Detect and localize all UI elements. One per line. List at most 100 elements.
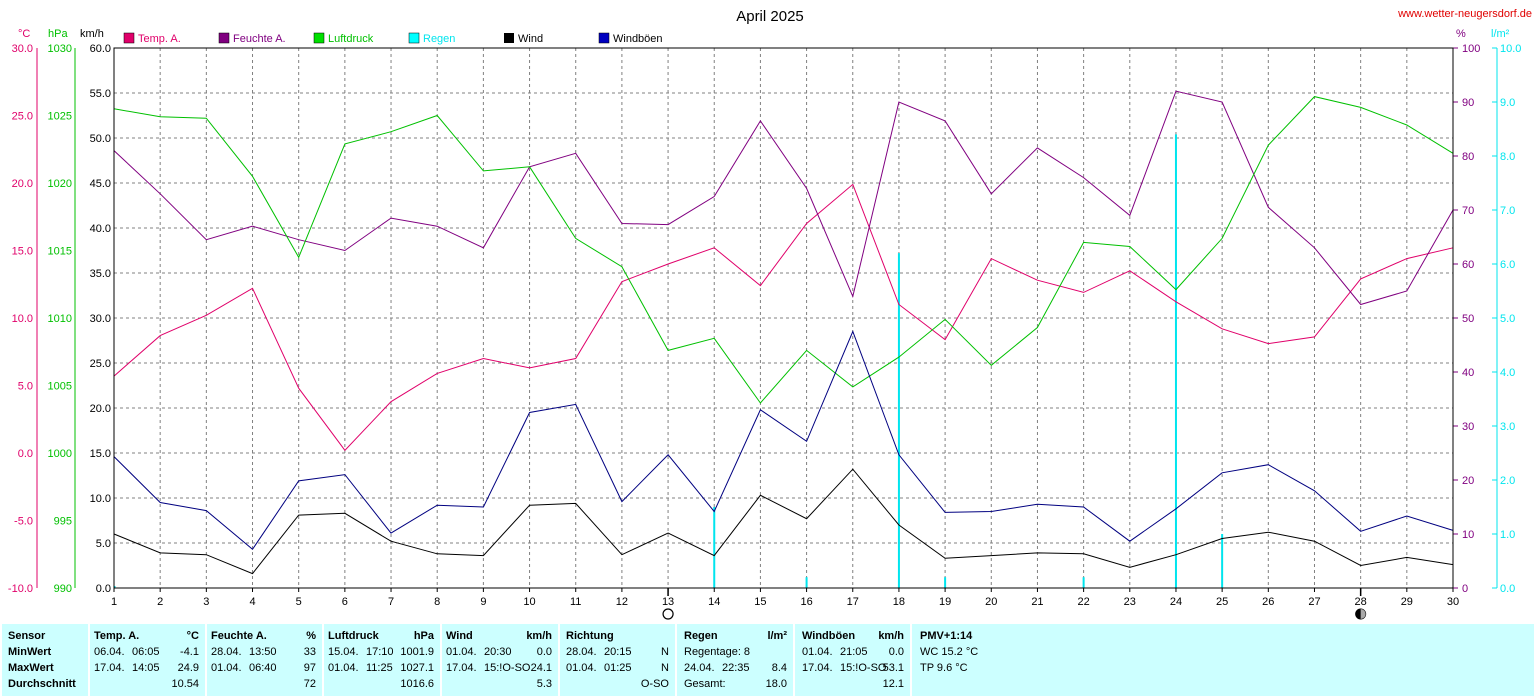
temp-tick-label: -10.0 <box>8 583 33 595</box>
wind-column: Wind km/h 01.04. 20:30 0.0 17.04. 15:!O-… <box>442 624 558 696</box>
pmv-header: PMV+1:14 <box>920 630 973 642</box>
rain-bar <box>1221 534 1224 588</box>
wind-tick-label: 60.0 <box>90 43 111 55</box>
wind-unit: km/h <box>526 630 552 642</box>
wind-max-time: 15:!O-SO <box>484 662 531 674</box>
gusts-max-time: 15:!O-SO <box>840 662 887 674</box>
legend: Temp. A. Feuchte A. Luftdruck Regen Wind… <box>123 32 663 45</box>
legend-label-gusts: Windböen <box>613 33 663 45</box>
wind-tick-label: 10.0 <box>90 493 111 505</box>
pmv-column: PMV+1:14 WC 15.2 °C TP 9.6 °C <box>912 624 1534 696</box>
x-tick-label: 30 <box>1447 596 1459 608</box>
humidity-tick-label: 90 <box>1462 97 1474 109</box>
temp-header: Temp. A. <box>94 630 140 642</box>
x-tick-label: 8 <box>434 596 440 608</box>
legend-label-rain: Regen <box>423 33 455 45</box>
humidity-min-time: 13:50 <box>249 646 277 658</box>
pressure-max-value: 1027.1 <box>400 662 434 674</box>
rain-tick-label: 3.0 <box>1500 421 1515 433</box>
x-tick-label: 25 <box>1216 596 1228 608</box>
series-lines <box>113 90 1454 575</box>
humidity-tick-label: 100 <box>1462 43 1480 55</box>
x-tick-label: 19 <box>939 596 951 608</box>
wind-axis-label: km/h <box>80 28 104 40</box>
pressure-max-date: 01.04. <box>328 662 359 674</box>
humidity-min-date: 28.04. <box>211 646 242 658</box>
rain-tick-label: 5.0 <box>1500 313 1515 325</box>
pressure-min-value: 1001.9 <box>400 646 434 658</box>
wind-tick-label: 20.0 <box>90 403 111 415</box>
plot-frame <box>113 47 1454 589</box>
row-label-avg: Durchschnitt <box>8 678 76 690</box>
rain-axis-label: l/m² <box>1491 28 1510 40</box>
series-line-temp-a <box>113 183 1454 452</box>
rain-bar <box>713 507 716 588</box>
x-tick-label: 23 <box>1124 596 1136 608</box>
humidity-tick-label: 50 <box>1462 313 1474 325</box>
pressure-tick-label: 995 <box>54 516 72 528</box>
pressure-axis-label: hPa <box>48 28 68 40</box>
humidity-tick-label: 40 <box>1462 367 1474 379</box>
rain-column: Regen l/m² Regentage: 8 24.04. 22:35 8.4… <box>677 624 793 696</box>
full-moon-icon <box>662 608 674 620</box>
rain-tick-label: 8.0 <box>1500 151 1515 163</box>
x-tick-label: 12 <box>616 596 628 608</box>
chart-title: April 2025 <box>736 8 804 25</box>
x-tick-label: 22 <box>1077 596 1089 608</box>
legend-label-pressure: Luftdruck <box>328 33 374 45</box>
direction-max-time: 01:25 <box>604 662 632 674</box>
rain-bar <box>805 577 808 588</box>
temp-min-time: 06:05 <box>132 646 160 658</box>
pressure-tick-label: 1020 <box>48 178 72 190</box>
pressure-tick-label: 1030 <box>48 43 72 55</box>
rain-bars <box>114 134 1224 588</box>
moon-markers <box>662 588 1367 620</box>
wind-tick-label: 30.0 <box>90 313 111 325</box>
wind-tick-label: 40.0 <box>90 223 111 235</box>
pressure-min-time: 17:10 <box>366 646 394 658</box>
rain-bar <box>1082 577 1085 588</box>
gusts-column: Windböen km/h 01.04. 21:05 0.0 17.04. 15… <box>795 624 910 696</box>
pressure-tick-label: 1000 <box>48 448 72 460</box>
x-tick-label: 11 <box>570 596 581 608</box>
pressure-average: 1016.6 <box>400 678 434 690</box>
temp-tick-label: 5.0 <box>18 381 33 393</box>
humidity-max-value: 97 <box>303 662 316 674</box>
x-tick-label: 24 <box>1170 596 1182 608</box>
x-tick-label: 1 <box>111 596 117 608</box>
humidity-axis-label: % <box>1456 28 1466 40</box>
temp-tick-label: 20.0 <box>12 178 33 190</box>
rain-total-label: Gesamt: <box>684 678 726 690</box>
humidity-tick-label: 20 <box>1462 475 1474 487</box>
x-tick-label: 18 <box>893 596 905 608</box>
wind-min-time: 20:30 <box>484 646 512 658</box>
rain-tick-label: 10.0 <box>1500 43 1521 55</box>
wind-tick-label: 55.0 <box>90 88 111 100</box>
wind-tick-label: 0.0 <box>96 583 111 595</box>
humidity-tick-label: 30 <box>1462 421 1474 433</box>
wind-min-date: 01.04. <box>446 646 477 658</box>
wind-max-date: 17.04. <box>446 662 477 674</box>
gusts-min-time: 21:05 <box>840 646 868 658</box>
direction-average: O-SO <box>640 678 669 690</box>
pressure-header: Luftdruck <box>328 630 379 642</box>
legend-item-temp: Temp. A. <box>123 32 181 45</box>
rain-max-date: 24.04. <box>684 662 715 674</box>
legend-item-humidity: Feuchte A. <box>218 32 286 45</box>
series-line-windb-en <box>113 330 1454 551</box>
gusts-max-date: 17.04. <box>802 662 833 674</box>
x-tick-label: 15 <box>754 596 766 608</box>
x-tick-label: 10 <box>523 596 535 608</box>
temp-tick-label: -5.0 <box>14 516 33 528</box>
rain-days: Regentage: 8 <box>684 646 751 658</box>
sensor-header: Sensor <box>8 630 46 642</box>
humidity-max-date: 01.04. <box>211 662 242 674</box>
wind-max-value: 24.1 <box>530 662 552 674</box>
gusts-header: Windböen <box>802 630 856 642</box>
legend-item-pressure: Luftdruck <box>313 32 374 45</box>
x-tick-label: 5 <box>296 596 302 608</box>
direction-header: Richtung <box>566 630 614 642</box>
rain-bar <box>1174 134 1177 588</box>
x-tick-label: 17 <box>847 596 859 608</box>
pressure-unit: hPa <box>413 630 434 642</box>
